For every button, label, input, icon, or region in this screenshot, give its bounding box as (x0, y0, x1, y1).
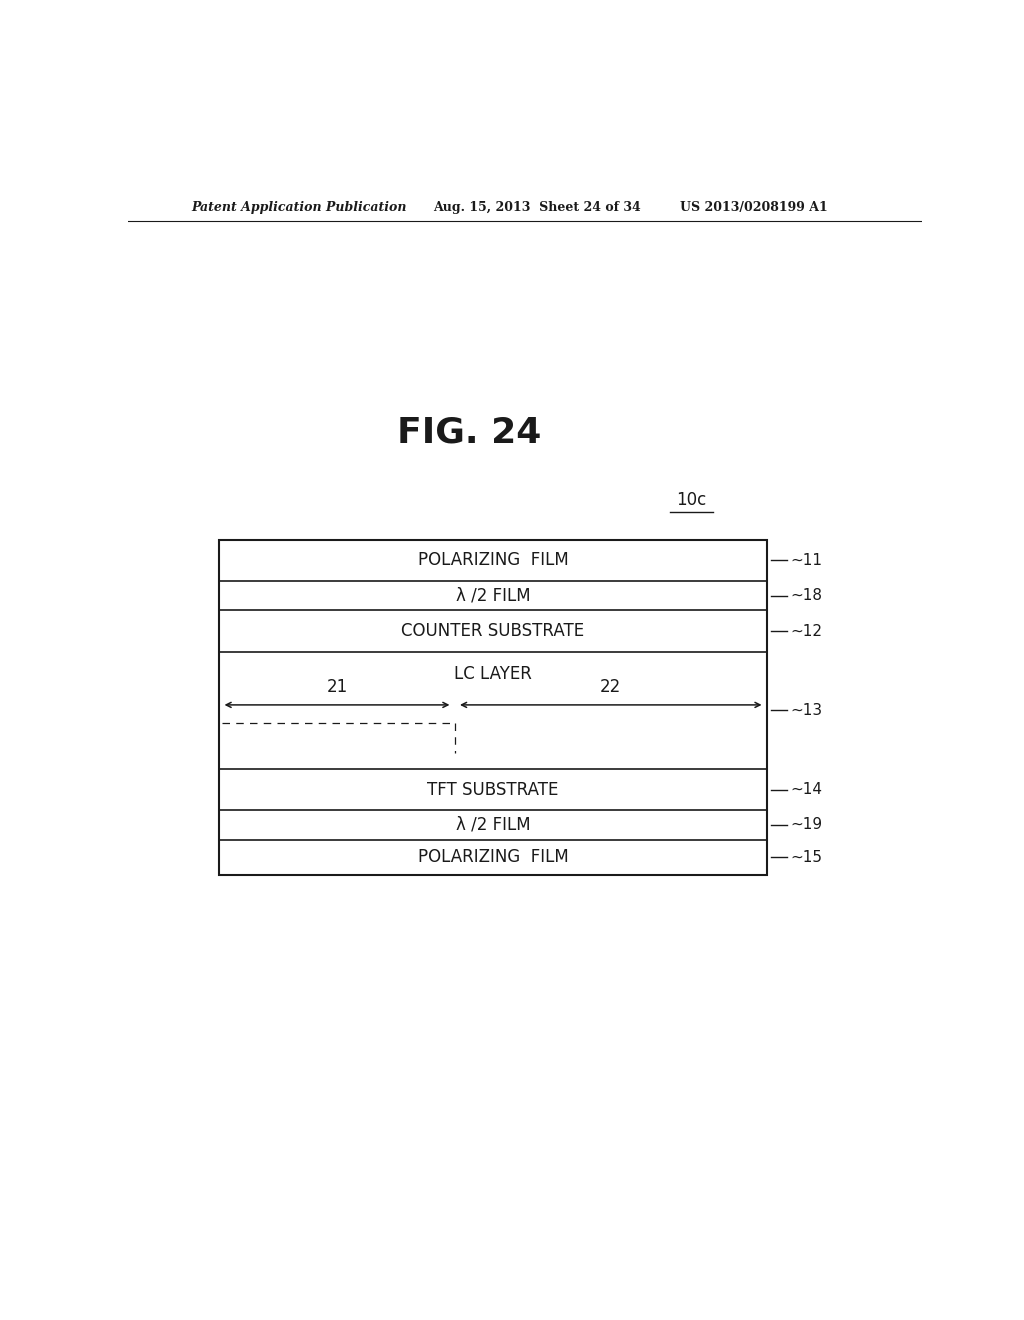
Text: US 2013/0208199 A1: US 2013/0208199 A1 (680, 201, 827, 214)
Text: ~12: ~12 (791, 624, 822, 639)
Text: COUNTER SUBSTRATE: COUNTER SUBSTRATE (401, 622, 585, 640)
Text: ~11: ~11 (791, 553, 822, 568)
Text: ~14: ~14 (791, 781, 822, 797)
Bar (219, 540, 767, 875)
Text: Patent Application Publication: Patent Application Publication (191, 201, 407, 214)
Text: POLARIZING  FILM: POLARIZING FILM (418, 849, 568, 866)
Text: λ /2 FILM: λ /2 FILM (456, 587, 530, 605)
Text: 21: 21 (327, 677, 347, 696)
Text: ~13: ~13 (791, 702, 822, 718)
Text: FIG. 24: FIG. 24 (397, 416, 542, 450)
Text: λ /2 FILM: λ /2 FILM (456, 816, 530, 834)
Text: ~15: ~15 (791, 850, 822, 865)
Text: ~18: ~18 (791, 589, 822, 603)
Text: POLARIZING  FILM: POLARIZING FILM (418, 552, 568, 569)
Text: ~19: ~19 (791, 817, 822, 833)
Text: TFT SUBSTRATE: TFT SUBSTRATE (427, 780, 559, 799)
Text: 10c: 10c (676, 491, 707, 510)
Text: LC LAYER: LC LAYER (454, 665, 532, 684)
Text: Aug. 15, 2013  Sheet 24 of 34: Aug. 15, 2013 Sheet 24 of 34 (433, 201, 641, 214)
Text: 22: 22 (600, 677, 622, 696)
